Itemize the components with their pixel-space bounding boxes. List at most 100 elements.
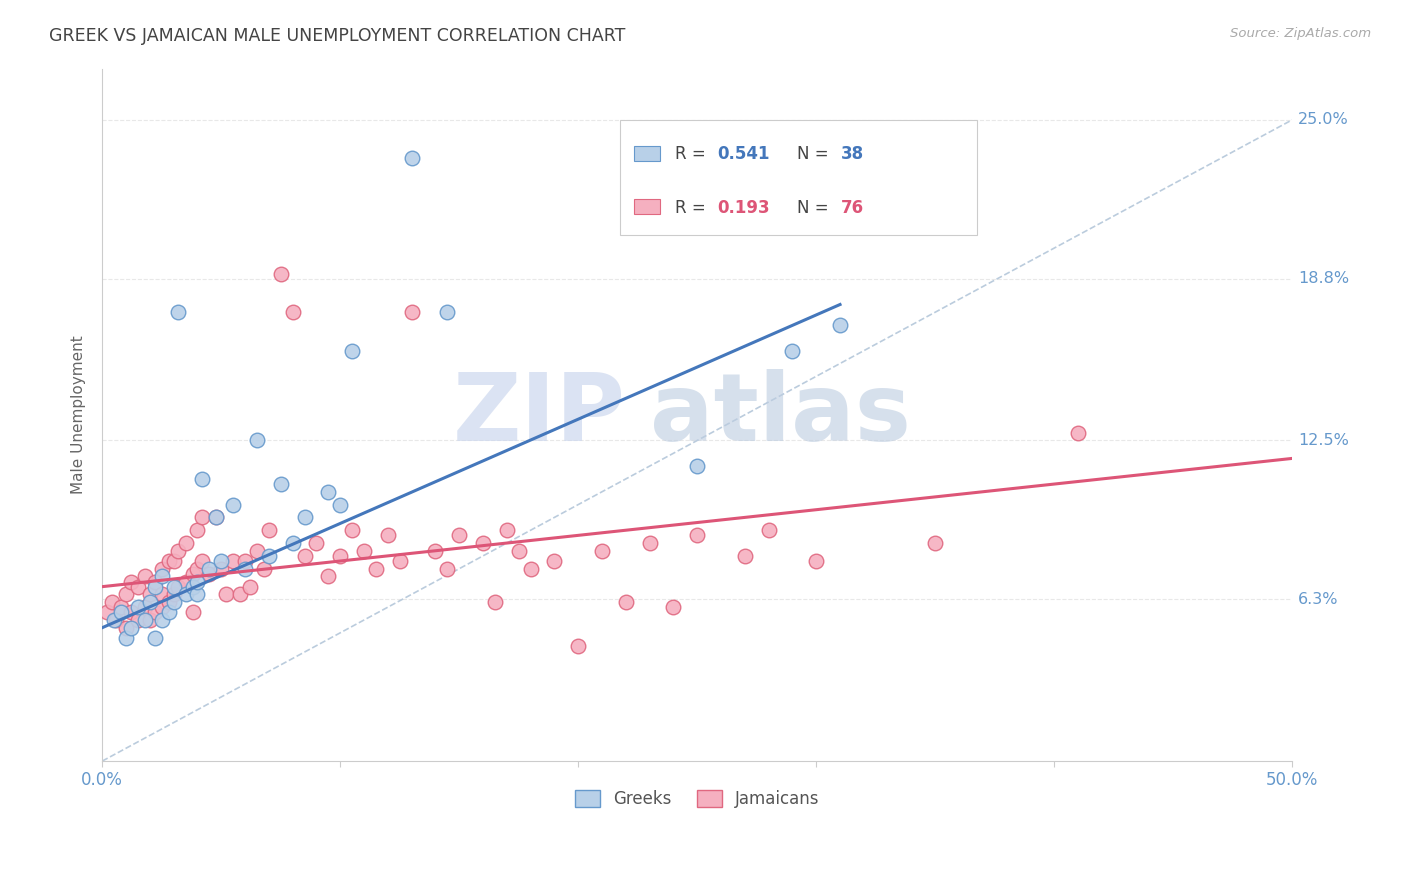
Point <box>150 600 173 615</box>
Text: R =: R = <box>675 145 710 163</box>
Point <box>134 600 156 615</box>
Point <box>186 562 208 576</box>
Point <box>150 569 173 583</box>
Point <box>449 528 471 542</box>
Point <box>401 151 423 165</box>
Point <box>758 523 780 537</box>
Point <box>806 554 828 568</box>
Point <box>186 587 208 601</box>
Text: Source: ZipAtlas.com: Source: ZipAtlas.com <box>1230 27 1371 40</box>
Point <box>270 267 292 281</box>
Point <box>120 621 142 635</box>
Point <box>638 536 661 550</box>
Legend: Greeks, Jamaicans: Greeks, Jamaicans <box>568 783 827 815</box>
Point <box>100 595 122 609</box>
Point <box>162 587 184 601</box>
Point <box>143 580 166 594</box>
Point <box>198 562 221 576</box>
Text: N =: N = <box>797 199 834 217</box>
Point <box>734 549 756 563</box>
Point <box>281 305 304 319</box>
Point <box>139 587 162 601</box>
Point <box>150 587 173 601</box>
Text: N =: N = <box>797 145 834 163</box>
Point <box>143 631 166 645</box>
Point <box>591 543 613 558</box>
Point <box>205 510 228 524</box>
Point <box>115 631 138 645</box>
Point <box>157 554 180 568</box>
Point <box>686 528 709 542</box>
Point <box>229 587 252 601</box>
Text: 38: 38 <box>841 145 865 163</box>
Point <box>167 305 190 319</box>
Point <box>150 562 173 576</box>
Point <box>567 639 589 653</box>
Point <box>519 562 541 576</box>
Point <box>782 343 804 358</box>
Point <box>377 528 399 542</box>
Point <box>246 434 269 448</box>
Point <box>120 605 142 619</box>
Point <box>139 595 162 609</box>
Point <box>110 605 132 619</box>
Point <box>340 343 363 358</box>
Point <box>174 587 197 601</box>
Point <box>425 543 447 558</box>
Point <box>253 562 276 576</box>
Text: 25.0%: 25.0% <box>1298 112 1348 128</box>
Point <box>181 566 204 581</box>
Text: 12.5%: 12.5% <box>1298 433 1350 448</box>
Point <box>110 600 132 615</box>
Point <box>614 595 637 609</box>
Text: 0.541: 0.541 <box>717 145 770 163</box>
Point <box>181 580 204 594</box>
Point <box>162 554 184 568</box>
Point <box>134 569 156 583</box>
Point <box>198 566 221 581</box>
Text: 18.8%: 18.8% <box>1298 271 1350 286</box>
Point <box>105 613 128 627</box>
Point <box>222 498 245 512</box>
Point <box>209 562 232 576</box>
Text: R =: R = <box>675 199 710 217</box>
Point <box>329 549 352 563</box>
Point <box>127 613 149 627</box>
Text: 6.3%: 6.3% <box>1298 592 1339 607</box>
Point <box>543 554 565 568</box>
Point <box>353 543 375 558</box>
Point <box>318 569 340 583</box>
Point <box>305 536 328 550</box>
Point <box>157 595 180 609</box>
Text: 0.193: 0.193 <box>717 199 770 217</box>
Text: ZIP: ZIP <box>453 368 626 461</box>
Point <box>222 554 245 568</box>
Point <box>209 554 232 568</box>
Point <box>257 549 280 563</box>
Point <box>239 580 262 594</box>
Point <box>281 536 304 550</box>
Point <box>174 574 197 589</box>
Point <box>484 595 506 609</box>
Point <box>143 605 166 619</box>
Point <box>191 554 214 568</box>
Y-axis label: Male Unemployment: Male Unemployment <box>72 335 86 494</box>
Point <box>329 498 352 512</box>
Point <box>233 562 256 576</box>
Point <box>96 605 118 619</box>
Point <box>157 605 180 619</box>
FancyBboxPatch shape <box>634 199 661 214</box>
Point <box>191 510 214 524</box>
Point <box>246 543 269 558</box>
Point <box>662 600 685 615</box>
Point <box>167 580 190 594</box>
Point <box>294 549 316 563</box>
Point <box>134 613 156 627</box>
Point <box>162 595 184 609</box>
Point <box>340 523 363 537</box>
Text: atlas: atlas <box>650 368 911 461</box>
Point <box>139 613 162 627</box>
Point <box>162 580 184 594</box>
Point <box>508 543 530 558</box>
Point <box>186 574 208 589</box>
